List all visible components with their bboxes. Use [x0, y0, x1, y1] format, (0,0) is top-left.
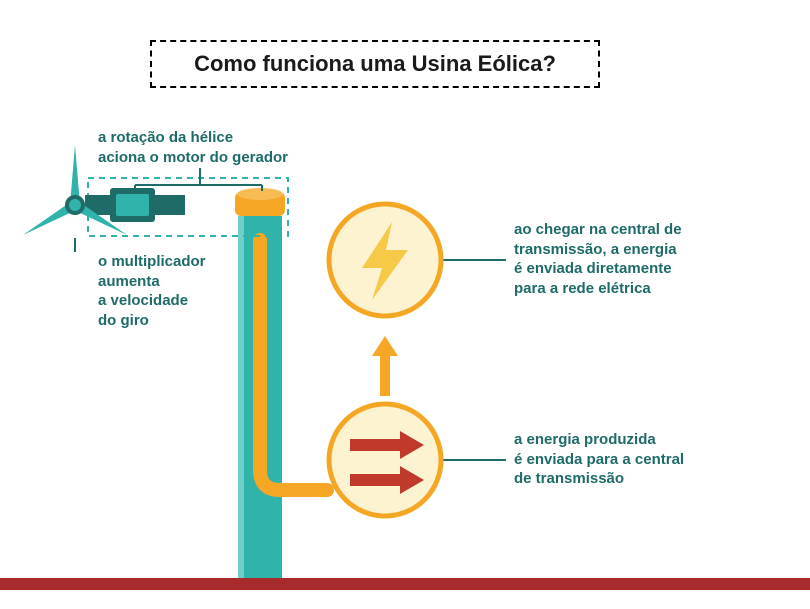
caption-rotor: a rotação da héliceaciona o motor do ger… — [98, 128, 328, 167]
turbine-hub-inner — [69, 199, 81, 211]
generator-cap-top — [237, 188, 283, 200]
ground-bar — [0, 578, 810, 590]
arrow-up-icon — [372, 336, 398, 396]
multiplier-box-detail — [116, 194, 149, 216]
caption-transmission: a energia produzidaé enviada para a cent… — [514, 430, 774, 489]
caption-grid: ao chegar na central detransmissão, a en… — [514, 220, 774, 298]
caption-multiplier: o multiplicadoraumentaa velocidadedo gir… — [98, 252, 258, 330]
energy-circle-bottom — [329, 404, 441, 516]
